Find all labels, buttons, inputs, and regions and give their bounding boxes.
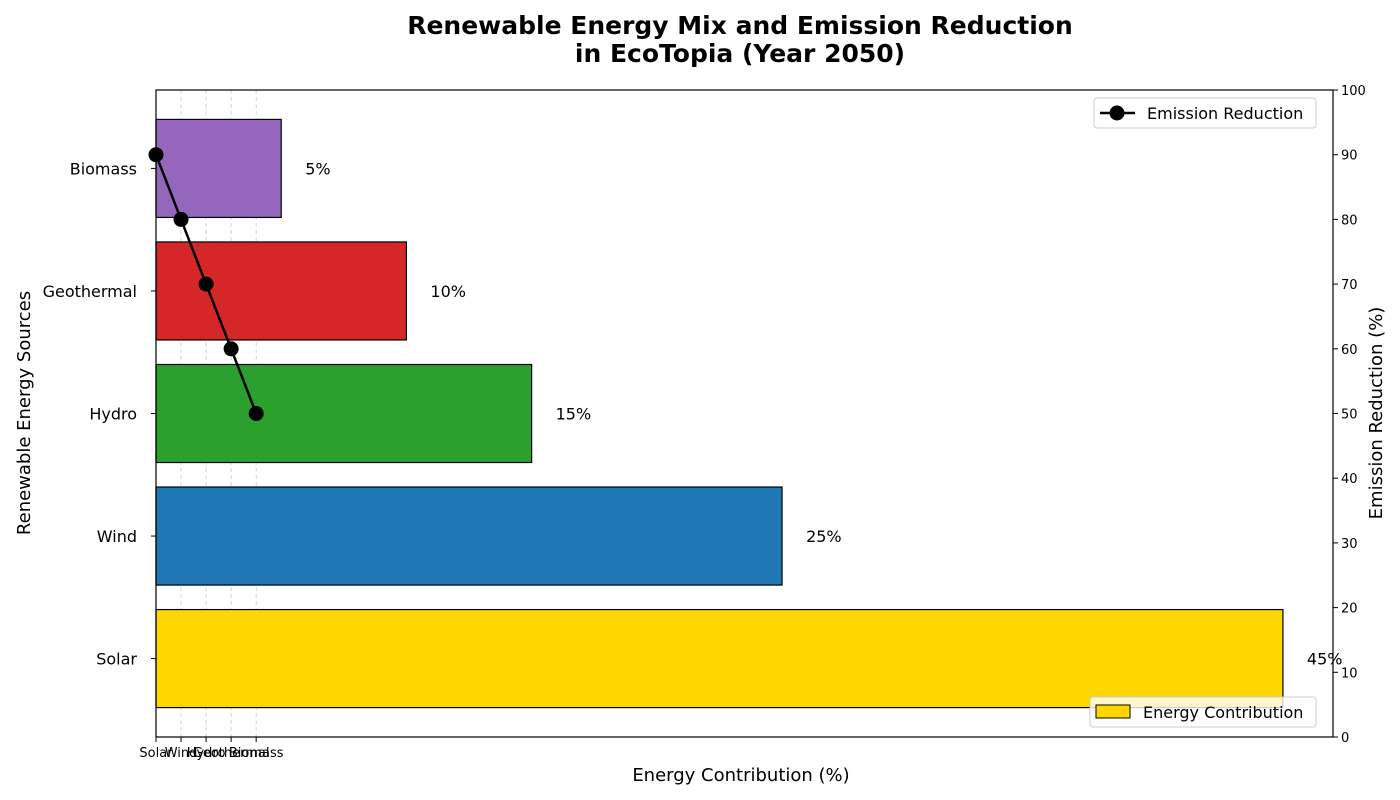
secondary-y-axis: 0 10 20 30 40 50 60 70 80 90 100 — [1333, 84, 1366, 746]
y2-tick-label: 20 — [1341, 602, 1358, 617]
category-label-wind: Wind — [97, 527, 137, 546]
y2-tick-label: 50 — [1341, 408, 1358, 423]
bar-hydro — [155, 363, 533, 464]
x-tick-label-solar: Solar — [139, 746, 173, 761]
x-tick-label-geothermal: Geothermal — [193, 746, 270, 761]
y2-tick-label: 70 — [1341, 278, 1358, 293]
bars: 45% 25% 15% 10% 5% — [155, 118, 1343, 709]
chart-title-line-1: Renewable Energy Mix and Emission Reduct… — [407, 11, 1073, 40]
y2-tick-label: 0 — [1341, 731, 1349, 746]
x-axis-label: Energy Contribution (%) — [632, 765, 849, 786]
y2-tick-label: 80 — [1341, 213, 1358, 228]
chart-title-line-2: in EcoTopia (Year 2050) — [575, 39, 905, 68]
emission-line-series — [148, 147, 264, 421]
y2-tick-label: 40 — [1341, 472, 1358, 487]
bar-biomass — [155, 118, 282, 219]
legend-box — [1089, 696, 1317, 728]
x-tick-label-hydro: Hydro — [187, 746, 226, 761]
emission-point-geothermal — [223, 341, 239, 357]
y2-tick-label: 60 — [1341, 343, 1358, 358]
legend-emission-reduction: Emission Reduction — [1093, 97, 1317, 129]
data-label-biomass: 5% — [305, 159, 330, 178]
legend-line-label: Emission Reduction — [1147, 104, 1303, 123]
legend-bar-swatch — [1095, 704, 1131, 719]
data-label-solar: 45% — [1307, 650, 1343, 669]
legend-bar-label: Energy Contribution — [1143, 703, 1303, 722]
bar-solar — [155, 608, 1284, 709]
secondary-y-axis-label: Emission Reduction (%) — [1366, 307, 1387, 520]
y-axis-label: Renewable Energy Sources — [14, 291, 35, 535]
x-tick-label-biomass: Biomass — [229, 746, 284, 761]
data-label-geothermal: 10% — [430, 282, 466, 301]
y2-tick-label: 10 — [1341, 666, 1358, 681]
legend-box — [1093, 97, 1317, 129]
emission-point-biomass — [248, 406, 264, 421]
x-tick-label-wind: Wind — [165, 746, 198, 761]
y2-tick-label: 100 — [1341, 84, 1366, 99]
category-label-geothermal: Geothermal — [43, 282, 137, 301]
y2-tick-label: 90 — [1341, 149, 1358, 164]
data-label-hydro: 15% — [556, 405, 592, 424]
category-axis: Solar Wind Hydro Geothermal Biomass — [43, 159, 156, 669]
emission-point-hydro — [198, 276, 214, 292]
legend-energy-contribution: Energy Contribution — [1089, 696, 1317, 728]
category-label-hydro: Hydro — [89, 405, 137, 424]
bar-wind — [155, 486, 783, 586]
category-label-biomass: Biomass — [70, 159, 137, 178]
emission-point-wind — [173, 211, 189, 227]
legend-marker-swatch — [1109, 105, 1125, 121]
category-label-solar: Solar — [96, 650, 137, 669]
data-label-wind: 25% — [806, 527, 842, 546]
y2-tick-label: 30 — [1341, 537, 1358, 552]
bar-geothermal — [155, 241, 408, 341]
